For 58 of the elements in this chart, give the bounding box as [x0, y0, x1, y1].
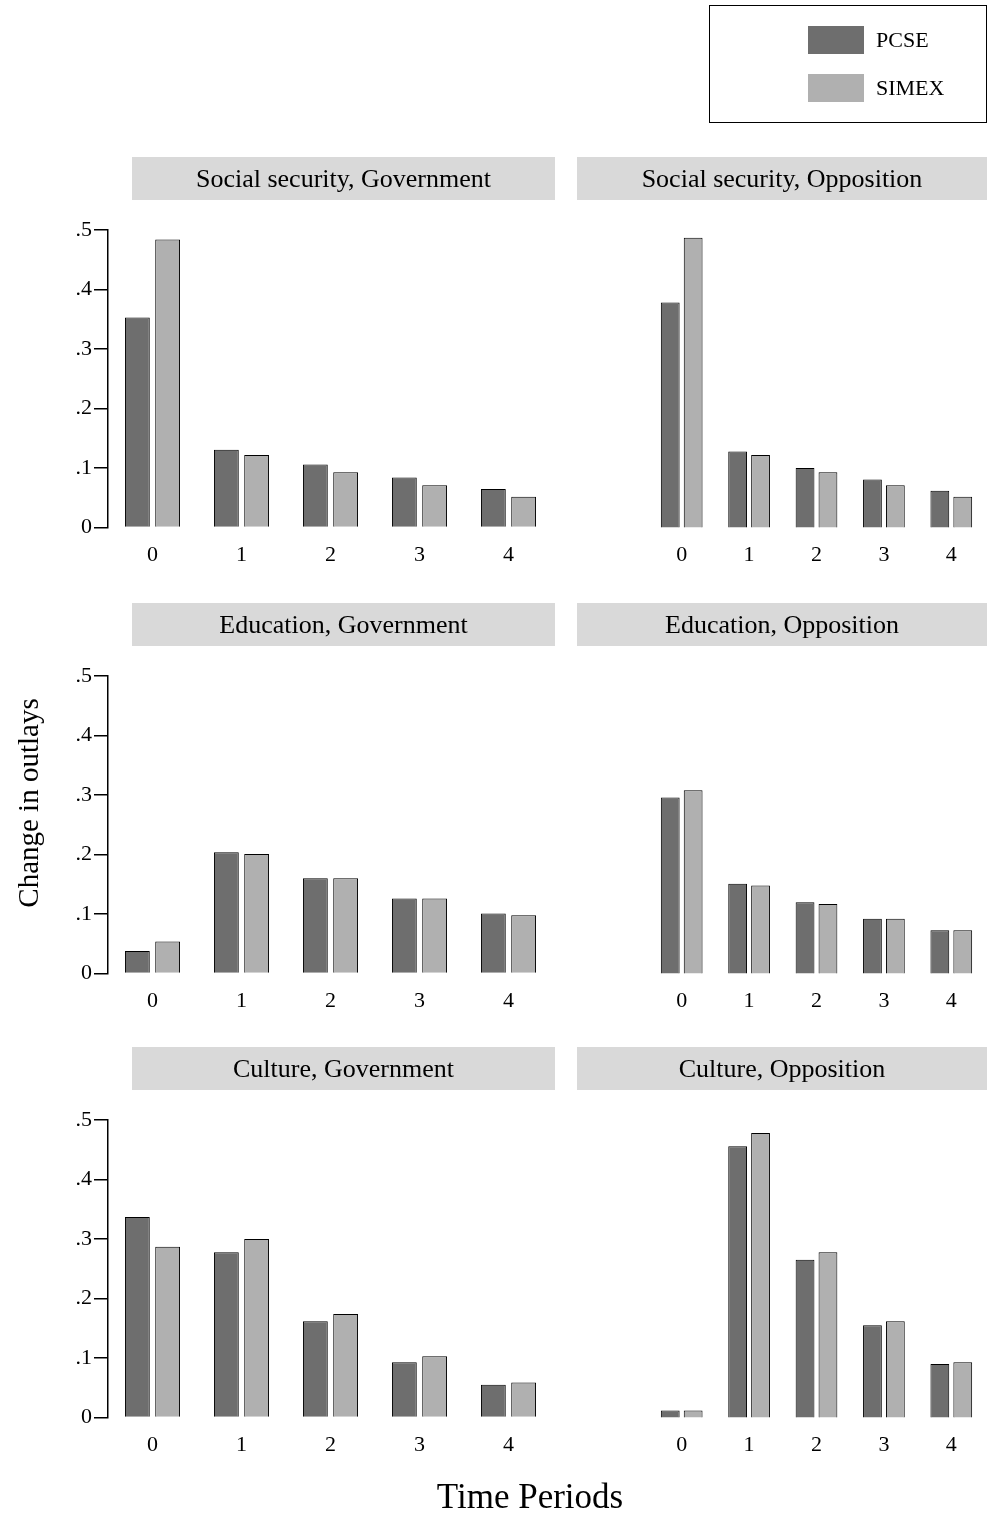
y-tick-label: .4: [75, 1165, 92, 1191]
x-tick-label: 4: [945, 540, 957, 566]
y-tick-label: .3: [75, 780, 92, 806]
y-axis-title: Change in outlays: [11, 698, 45, 908]
chart-title: Social security, Opposition: [577, 157, 987, 200]
x-tick-label: 1: [743, 1430, 755, 1456]
x-tick-label: 1: [236, 986, 247, 1012]
x-tick-label: 4: [945, 1430, 957, 1456]
y-tick-label: .2: [75, 394, 92, 420]
x-tick-label: 2: [325, 986, 336, 1012]
legend-label: SIMEX: [876, 75, 945, 101]
y-tick-label: .1: [75, 453, 92, 479]
x-tick-label: 0: [676, 1430, 688, 1456]
y-tick-label: .4: [75, 721, 92, 747]
x-tick-label: 0: [147, 1430, 158, 1456]
x-tick-label: 0: [147, 540, 158, 566]
y-tick-label: 0: [81, 513, 92, 539]
x-tick-label: 0: [147, 986, 158, 1012]
y-tick-label: .5: [75, 215, 92, 241]
y-tick-label: 0: [81, 959, 92, 985]
y-tick-label: .3: [75, 334, 92, 360]
x-tick-label: 4: [503, 986, 514, 1012]
x-tick-label: 2: [325, 1430, 336, 1456]
y-tick-label: .2: [75, 840, 92, 866]
y-tick-label: .3: [75, 1224, 92, 1250]
x-tick-label: 2: [811, 540, 822, 566]
chart-title: Education, Opposition: [577, 603, 987, 646]
y-tick-label: 0: [81, 1403, 92, 1429]
x-tick-label: 4: [503, 540, 514, 566]
y-tick-label: .5: [75, 661, 92, 687]
x-tick-label: 1: [236, 1430, 247, 1456]
x-tick-label: 2: [325, 540, 336, 566]
chart-title: Education, Government: [132, 603, 555, 646]
x-tick-label: 2: [811, 986, 822, 1012]
legend-label: PCSE: [876, 27, 929, 53]
chart-title: Culture, Government: [132, 1047, 555, 1090]
x-tick-label: 3: [414, 540, 425, 566]
x-tick-label: 3: [414, 986, 425, 1012]
x-tick-label: 0: [676, 986, 688, 1012]
x-tick-label: 1: [236, 540, 247, 566]
chart-title: Culture, Opposition: [577, 1047, 987, 1090]
y-tick-label: .2: [75, 1284, 92, 1310]
x-axis-title: Time Periods: [436, 1477, 624, 1517]
x-tick-label: 3: [878, 540, 890, 566]
x-tick-label: 0: [676, 540, 688, 566]
x-tick-label: 4: [945, 986, 957, 1012]
x-tick-label: 1: [743, 540, 755, 566]
x-tick-label: 3: [878, 986, 890, 1012]
y-tick-label: .1: [75, 1343, 92, 1369]
y-tick-label: .4: [75, 275, 92, 301]
x-tick-label: 4: [503, 1430, 514, 1456]
y-tick-label: .5: [75, 1105, 92, 1131]
x-tick-label: 2: [811, 1430, 822, 1456]
x-tick-label: 1: [743, 986, 755, 1012]
x-tick-label: 3: [414, 1430, 425, 1456]
chart-title: Social security, Government: [132, 157, 555, 200]
y-tick-label: .1: [75, 899, 92, 925]
x-tick-label: 3: [878, 1430, 890, 1456]
